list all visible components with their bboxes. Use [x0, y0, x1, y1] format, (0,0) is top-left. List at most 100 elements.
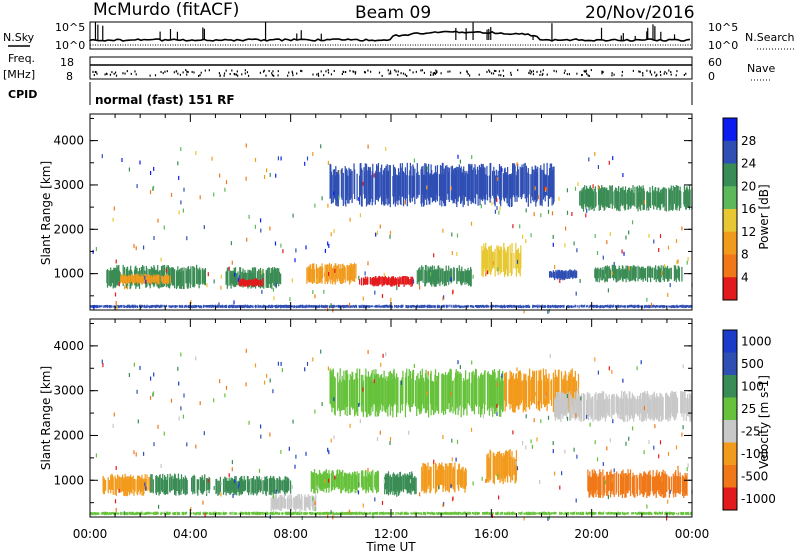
scatter-cell — [661, 188, 663, 204]
scatter-cell — [558, 369, 560, 402]
noise-cell — [327, 366, 329, 371]
nave-dot — [277, 70, 279, 73]
nave-dot — [327, 69, 329, 72]
scatter-cell — [407, 375, 410, 405]
scatter-cell — [646, 475, 649, 492]
scatter-cell — [146, 276, 148, 283]
scatter-cell — [495, 304, 497, 308]
noise-cell — [485, 478, 487, 483]
scatter-cell — [639, 396, 641, 421]
nave-dot — [502, 69, 504, 72]
scatter-cell — [142, 276, 144, 285]
colorbar-tick-label: 8 — [741, 248, 749, 262]
scatter-cell — [553, 377, 555, 408]
nave-dot — [235, 73, 238, 76]
noise-cell — [324, 479, 326, 484]
noise-cell — [654, 424, 656, 429]
scatter-cell — [249, 279, 251, 286]
scatter-cell — [428, 304, 430, 308]
scatter-cell — [530, 512, 533, 515]
noise-cell — [157, 424, 159, 429]
scatter-cell — [542, 368, 545, 405]
scatter-cell — [676, 185, 679, 208]
scatter-cell — [338, 304, 340, 308]
noise-cell — [158, 504, 160, 509]
scatter-cell — [551, 305, 553, 308]
scatter-cell — [224, 305, 227, 308]
noise-cell — [266, 168, 268, 173]
scatter-cell — [421, 169, 423, 195]
scatter-cell — [236, 481, 238, 496]
nave-dot — [166, 70, 168, 73]
noise-cell — [232, 493, 234, 498]
scatter-cell — [384, 378, 386, 413]
colorbar-swatch — [723, 397, 737, 421]
scatter-cell — [387, 512, 389, 515]
noise-cell — [115, 259, 117, 264]
scatter-cell — [401, 304, 403, 308]
nave-dot — [584, 70, 586, 73]
nave-dot — [498, 74, 500, 77]
noise-cell — [554, 265, 556, 269]
noise-cell — [231, 260, 233, 265]
scatter-cell — [194, 475, 196, 494]
scatter-cell — [486, 175, 489, 201]
scatter-cell — [475, 169, 477, 205]
scatter-cell — [236, 273, 238, 286]
nave-dot — [237, 74, 239, 77]
noise-cell — [512, 430, 514, 435]
scatter-cell — [545, 305, 547, 308]
scatter-cell — [475, 174, 477, 194]
nave-dot — [402, 72, 405, 75]
noise-cell — [547, 516, 549, 521]
scatter-cell — [674, 472, 676, 494]
scatter-cell — [688, 305, 690, 308]
noise-cell — [153, 372, 155, 377]
scatter-cell — [248, 305, 250, 308]
power-x-axis — [89, 114, 693, 310]
scatter-cell — [574, 399, 576, 421]
noise-cell — [180, 147, 182, 152]
noise-cell — [659, 440, 662, 445]
noise-cell — [485, 272, 487, 277]
nave-dot — [229, 73, 231, 76]
scatter-cell — [241, 511, 243, 515]
scatter-cell — [630, 188, 632, 208]
scatter-cell — [533, 373, 535, 403]
scatter-cell — [493, 455, 496, 485]
nave-dot — [638, 70, 640, 73]
scatter-cell — [243, 305, 245, 309]
scatter-cell — [511, 243, 513, 275]
scatter-cell — [423, 377, 425, 409]
scatter-cell — [343, 264, 345, 279]
nave-dot — [486, 70, 488, 73]
scatter-cell — [486, 372, 489, 411]
scatter-cell — [384, 512, 386, 515]
scatter-cell — [347, 175, 349, 204]
scatter-cell — [335, 305, 337, 308]
scatter-cell — [456, 166, 458, 207]
scatter-cell — [484, 370, 486, 406]
scatter-cell — [616, 191, 619, 210]
noise-cell — [144, 275, 146, 280]
scatter-cell — [370, 471, 373, 492]
scatter-cell — [550, 305, 552, 309]
nave-dot — [542, 72, 544, 75]
scatter-cell — [258, 475, 260, 491]
noise-cell — [150, 376, 152, 381]
scatter-cell — [169, 305, 171, 308]
scatter-cell — [493, 171, 496, 205]
scatter-cell — [185, 511, 188, 515]
nave-dot — [218, 72, 220, 75]
scatter-cell — [589, 511, 591, 515]
scatter-cell — [137, 475, 139, 492]
scatter-cell — [502, 512, 504, 515]
nave-dot — [587, 74, 589, 77]
scatter-cell — [446, 270, 449, 283]
scatter-cell — [411, 512, 413, 515]
scatter-cell — [646, 305, 649, 308]
scatter-cell — [259, 279, 262, 286]
noise-cell — [128, 167, 130, 172]
scatter-cell — [137, 512, 139, 515]
scatter-cell — [600, 305, 602, 308]
